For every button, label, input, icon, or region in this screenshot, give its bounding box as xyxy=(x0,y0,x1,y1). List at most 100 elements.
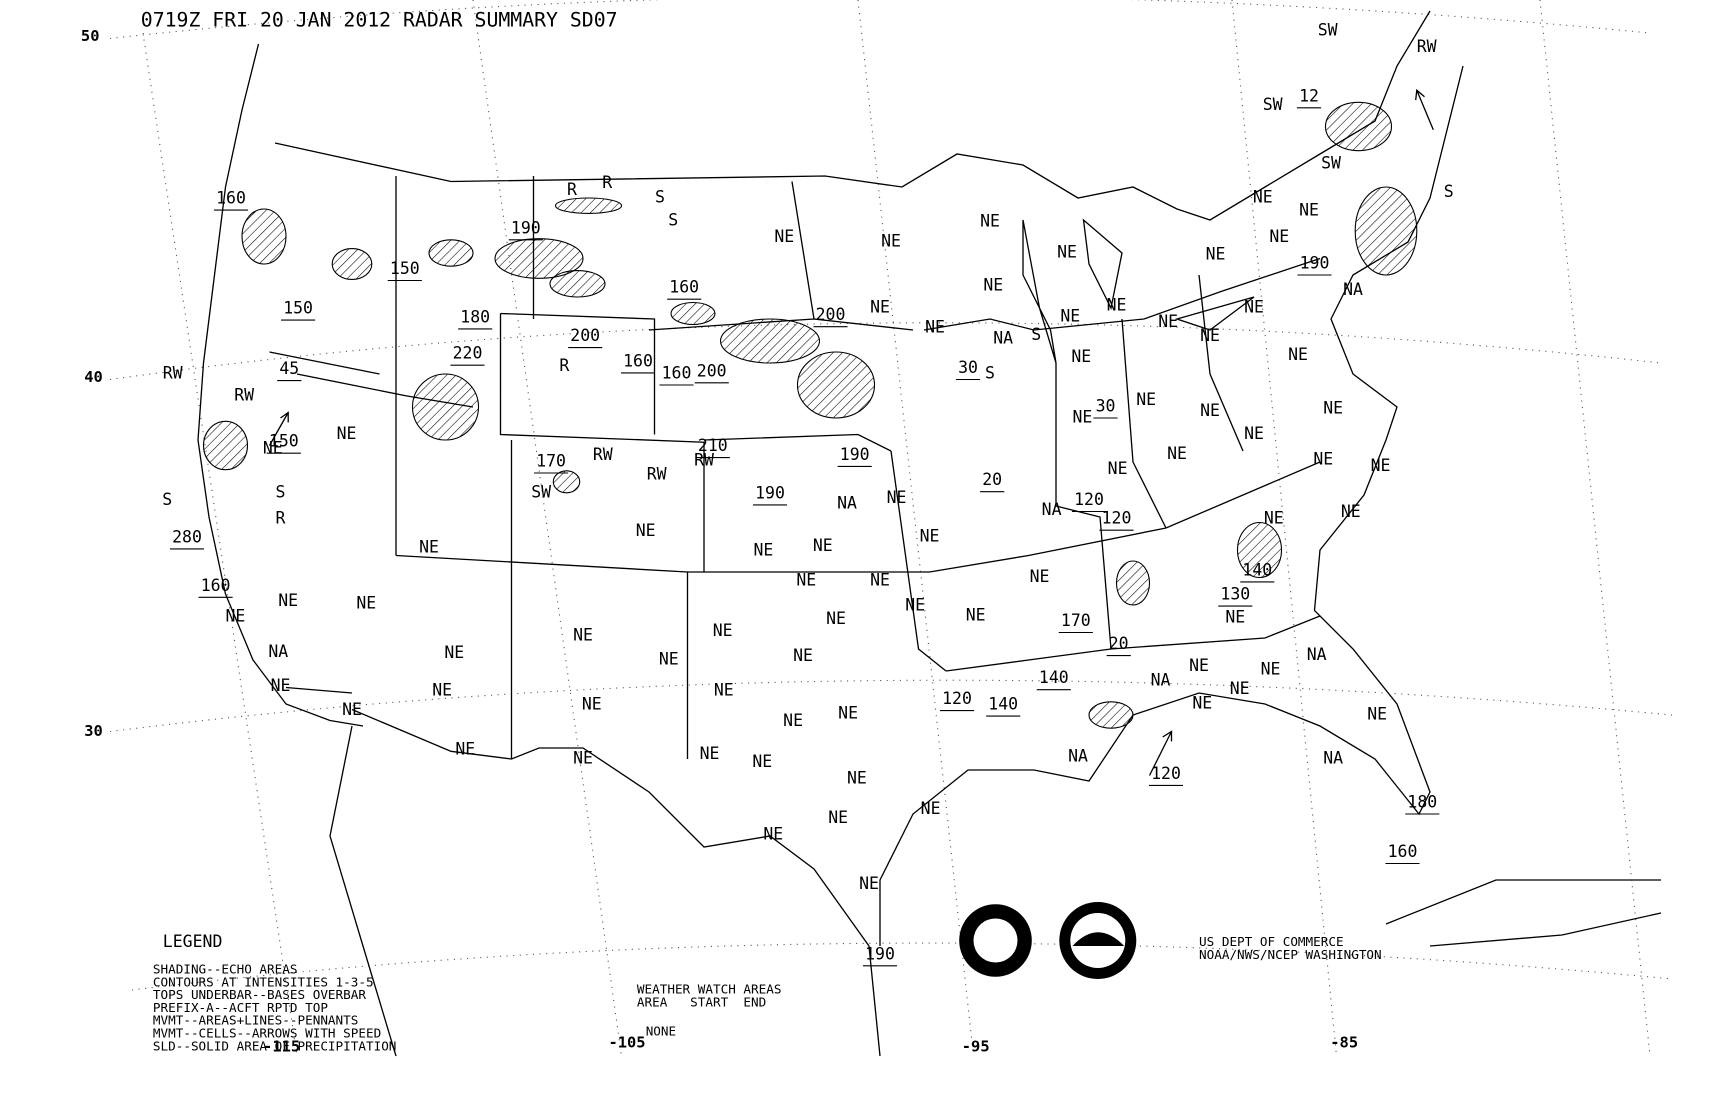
station-label: NE xyxy=(774,227,794,246)
station-label: 210 xyxy=(698,436,728,455)
station-label: NE xyxy=(752,752,772,771)
station-label: NE xyxy=(1189,656,1209,675)
station-label: 150 xyxy=(283,299,313,318)
station-label: 200 xyxy=(570,326,600,345)
station-label: NE xyxy=(1108,459,1128,478)
station-label: NE xyxy=(263,438,283,457)
station-label: NE xyxy=(356,593,376,612)
station-label: S xyxy=(655,188,665,207)
station-label: NE xyxy=(582,695,602,714)
station-label: NE xyxy=(921,799,941,818)
watch-entries: NONE xyxy=(646,1023,676,1038)
station-label: NE xyxy=(573,749,593,768)
station-label: NE xyxy=(1313,449,1333,468)
station-label: 150 xyxy=(390,259,420,278)
longitude-label: -115 xyxy=(263,1038,300,1056)
agency-line: US DEPT OF COMMERCE xyxy=(1199,934,1344,949)
station-label: 200 xyxy=(816,305,846,324)
legend-line: TOPS UNDERBAR--BASES OVERBAR xyxy=(153,987,366,1002)
station-label: NE xyxy=(828,808,848,827)
station-label: R xyxy=(559,356,569,375)
station-label: NE xyxy=(966,606,986,625)
latitude-label: 40 xyxy=(84,368,103,386)
station-label: 190 xyxy=(755,483,785,502)
station-label: NE xyxy=(455,740,475,759)
logos xyxy=(959,902,1137,979)
station-label: NE xyxy=(870,298,890,317)
station-label: NE xyxy=(1072,408,1092,427)
station-label: RW xyxy=(694,450,714,469)
legend-line: CONTOURS AT INTENSITIES 1-3-5 xyxy=(153,974,374,989)
station-label: NA xyxy=(1323,749,1343,768)
station-label: R xyxy=(602,173,612,192)
station-label: NA xyxy=(1042,500,1062,519)
station-label: NE xyxy=(920,526,940,545)
station-label: NE xyxy=(1299,201,1319,220)
station-label: 160 xyxy=(623,351,653,370)
longitude-label: -85 xyxy=(1330,1033,1358,1051)
station-label: 140 xyxy=(988,695,1018,714)
station-label: NE xyxy=(573,625,593,644)
station-label: 45 xyxy=(279,359,299,378)
station-label: NE xyxy=(1030,567,1050,586)
station-label: NE xyxy=(859,874,879,893)
station-label: 220 xyxy=(453,344,483,363)
station-label: NE xyxy=(278,591,298,610)
station-label: RW xyxy=(593,445,613,464)
station-label: NE xyxy=(1200,401,1220,420)
station-label: S xyxy=(1444,182,1454,201)
echo-areas xyxy=(202,101,1418,729)
station-label: NE xyxy=(753,541,773,560)
station-label: NE xyxy=(1264,509,1284,528)
station-label: NE xyxy=(1136,390,1156,409)
latitude-label: 30 xyxy=(84,722,103,740)
station-label: NE xyxy=(714,680,734,699)
station-label: NE xyxy=(1341,502,1361,521)
station-label: 30 xyxy=(1096,397,1116,416)
station-label: NE xyxy=(1206,245,1226,264)
station-label: NE xyxy=(1371,456,1391,475)
station-label: NE xyxy=(342,700,362,719)
station-label: 120 xyxy=(1102,509,1132,528)
station-label: 160 xyxy=(662,364,692,383)
geography xyxy=(197,10,1662,1057)
station-label: 190 xyxy=(865,944,895,963)
station-label: SW xyxy=(1318,20,1338,39)
station-label: NA xyxy=(268,642,288,661)
station-label: NA xyxy=(1307,645,1327,664)
map-title: 0719Z FRI 20 JAN 2012 RADAR SUMMARY SD07 xyxy=(141,8,618,31)
legend-line: SLD--SOLID AREA OF PRECIPITATION xyxy=(153,1038,397,1053)
station-label: RW xyxy=(234,386,254,405)
legend-line: MVMT--AREAS+LINES--PENNANTS xyxy=(153,1013,358,1028)
station-label: 170 xyxy=(536,452,566,471)
watch-columns: AREA START END xyxy=(637,995,766,1010)
station-label: 130 xyxy=(1220,585,1250,604)
station-label: NE xyxy=(838,703,858,722)
station-label: NE xyxy=(1244,424,1264,443)
station-label: NA xyxy=(1343,280,1363,299)
station-label: 180 xyxy=(1407,793,1437,812)
station-label: RW xyxy=(163,364,183,383)
station-label: NA xyxy=(837,493,857,512)
station-label: NE xyxy=(1200,326,1220,345)
station-label: 120 xyxy=(1074,490,1104,509)
station-label: NE xyxy=(1230,679,1250,698)
station-label: NE xyxy=(271,676,291,695)
station-label: R xyxy=(567,180,577,199)
legend-line: SHADING--ECHO AREAS xyxy=(153,962,298,977)
station-label: NE xyxy=(847,768,867,787)
station-label: 20 xyxy=(982,470,1002,489)
station-label: NE xyxy=(1288,345,1308,364)
station-label: NE xyxy=(1158,312,1178,331)
station-label: 20 xyxy=(1109,634,1129,653)
station-label: NE xyxy=(983,276,1003,295)
station-label: SW xyxy=(1321,153,1341,172)
station-label: NE xyxy=(881,232,901,251)
map-body: 0719Z FRI 20 JAN 2012 RADAR SUMMARY SD07… xyxy=(81,0,1673,1057)
station-label: S xyxy=(276,482,286,501)
station-label: 160 xyxy=(216,189,246,208)
station-label: NA xyxy=(1068,746,1088,765)
station-label: NE xyxy=(783,711,803,730)
station-label: NE xyxy=(980,212,1000,231)
station-label: S xyxy=(1031,325,1041,344)
